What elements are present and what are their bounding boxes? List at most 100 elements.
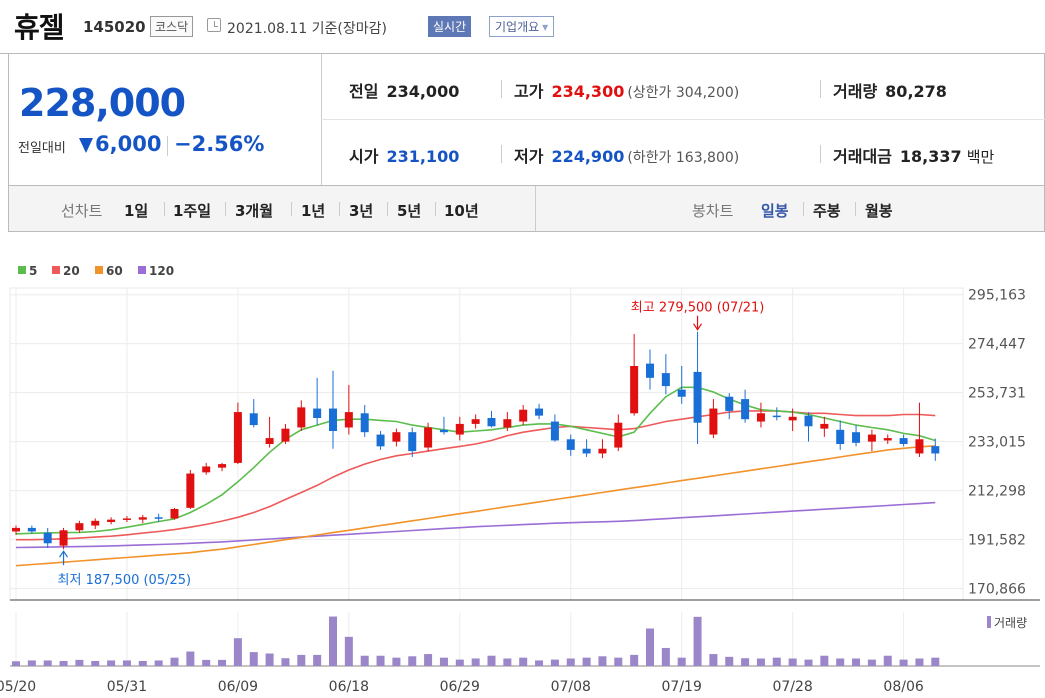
company-overview-dropdown[interactable]: 기업개요 (489, 16, 555, 37)
tab-daily[interactable]: 일봉 (761, 202, 789, 220)
volume-bar (43, 660, 52, 666)
candle-body (614, 422, 623, 448)
candle-body (186, 473, 195, 508)
candle (646, 349, 654, 390)
legend-label-5: 5 (29, 264, 37, 278)
candle-body (788, 416, 797, 421)
chart-tabs: 선차트 1일 1주일 3개월 1년 3년 5년 10년 봉차트 일봉 주봉 월봉 (8, 185, 1045, 232)
prev-close: 전일 234,000 (349, 82, 460, 101)
volume-bar (281, 658, 290, 666)
candle-body (91, 520, 100, 526)
volume-bar (107, 660, 116, 666)
candle (820, 416, 829, 437)
candle (788, 408, 797, 431)
volume-bar (265, 653, 274, 666)
x-tick-label: 07/08 (551, 679, 591, 695)
candle (344, 384, 353, 435)
y-tick-label: 233,015 (968, 435, 1026, 451)
candle (455, 416, 464, 441)
tab-5y[interactable]: 5년 (397, 202, 422, 220)
candle-body (43, 532, 52, 544)
candle-body (677, 389, 686, 397)
candle (519, 405, 528, 426)
price-summary: 228,000 전일대비 6,000 −2.56% 전일 234,000 고가 23… (8, 54, 1045, 186)
candle (772, 407, 781, 421)
volume-bar (614, 657, 623, 666)
x-tick-label: 07/28 (772, 679, 812, 695)
candle-body (756, 413, 765, 422)
candle (756, 402, 765, 428)
tab-3y[interactable]: 3년 (349, 202, 374, 220)
candle-body (265, 438, 274, 444)
tab-10y[interactable]: 10년 (444, 202, 479, 220)
volume-bar (836, 658, 845, 666)
candle-body (122, 518, 131, 520)
candle-body (915, 439, 924, 454)
volume-bar (344, 636, 353, 666)
volume-bar (170, 657, 179, 666)
y-tick-label: 191,582 (968, 533, 1026, 549)
candle (376, 431, 385, 450)
volume-bar (313, 654, 322, 666)
candle (693, 331, 702, 444)
candle-body (455, 423, 464, 435)
candle (91, 518, 100, 530)
candle (550, 414, 559, 442)
change-percent: −2.56% (174, 132, 265, 156)
candle-body (27, 527, 36, 532)
candle-body (313, 408, 322, 418)
legend-label-120: 120 (149, 264, 174, 278)
tab-weekly[interactable]: 주봉 (813, 202, 841, 220)
stock-code: 145020 (83, 18, 146, 36)
x-tick-label: 06/18 (329, 679, 369, 695)
candle (424, 422, 433, 452)
volume-bar (883, 655, 892, 666)
candle (154, 513, 163, 522)
candle (59, 527, 68, 550)
volume-bar (788, 658, 797, 666)
candle (186, 470, 195, 509)
candle (630, 334, 639, 416)
candle-body (820, 423, 829, 429)
candle-body (12, 527, 20, 532)
stock-name: 휴젤 (14, 11, 65, 44)
tab-1d[interactable]: 1일 (124, 202, 149, 220)
candle-body (503, 419, 512, 428)
high-price: 고가 234,300 (상한가 304,200) (514, 82, 740, 101)
y-tick-label: 274,447 (968, 337, 1026, 353)
candle-body (931, 446, 940, 454)
candle (804, 412, 813, 442)
candle-body (154, 517, 163, 519)
low-price: 저가 224,900 (하한가 163,800) (514, 147, 740, 166)
ma60-line (15, 445, 936, 567)
tab-1w[interactable]: 1주일 (173, 202, 212, 220)
volume-bar (646, 628, 654, 666)
ma5-line (15, 386, 936, 535)
x-tick-label: 08/06 (883, 679, 923, 695)
change-value: 6,000 (95, 132, 162, 156)
volume-bar (376, 655, 385, 666)
candle (598, 439, 607, 459)
candle (202, 462, 211, 475)
candle (281, 423, 290, 444)
x-tick-label: 05/31 (107, 679, 147, 695)
tab-1y[interactable]: 1년 (301, 202, 326, 220)
base-date: 2021.08.11 기준(장마감) (227, 21, 387, 37)
candle-body (218, 464, 227, 468)
max-label: 최고 279,500 (07/21) (631, 301, 765, 316)
legend-swatch-120 (138, 266, 146, 274)
volume-bar (630, 654, 639, 666)
tab-3m[interactable]: 3개월 (235, 202, 274, 220)
volume-bar (693, 616, 702, 666)
volume: 거래량 80,278 (833, 82, 947, 101)
legend-swatch-20 (52, 266, 60, 274)
candle (535, 403, 544, 420)
candle (218, 462, 227, 472)
x-tick-label: 06/29 (440, 679, 480, 695)
candle (265, 416, 274, 448)
realtime-button[interactable]: 실시간 (428, 16, 472, 37)
candle-body (741, 399, 750, 420)
candle-body (344, 412, 353, 428)
tab-monthly[interactable]: 월봉 (865, 202, 893, 220)
volume-bar (329, 616, 337, 666)
